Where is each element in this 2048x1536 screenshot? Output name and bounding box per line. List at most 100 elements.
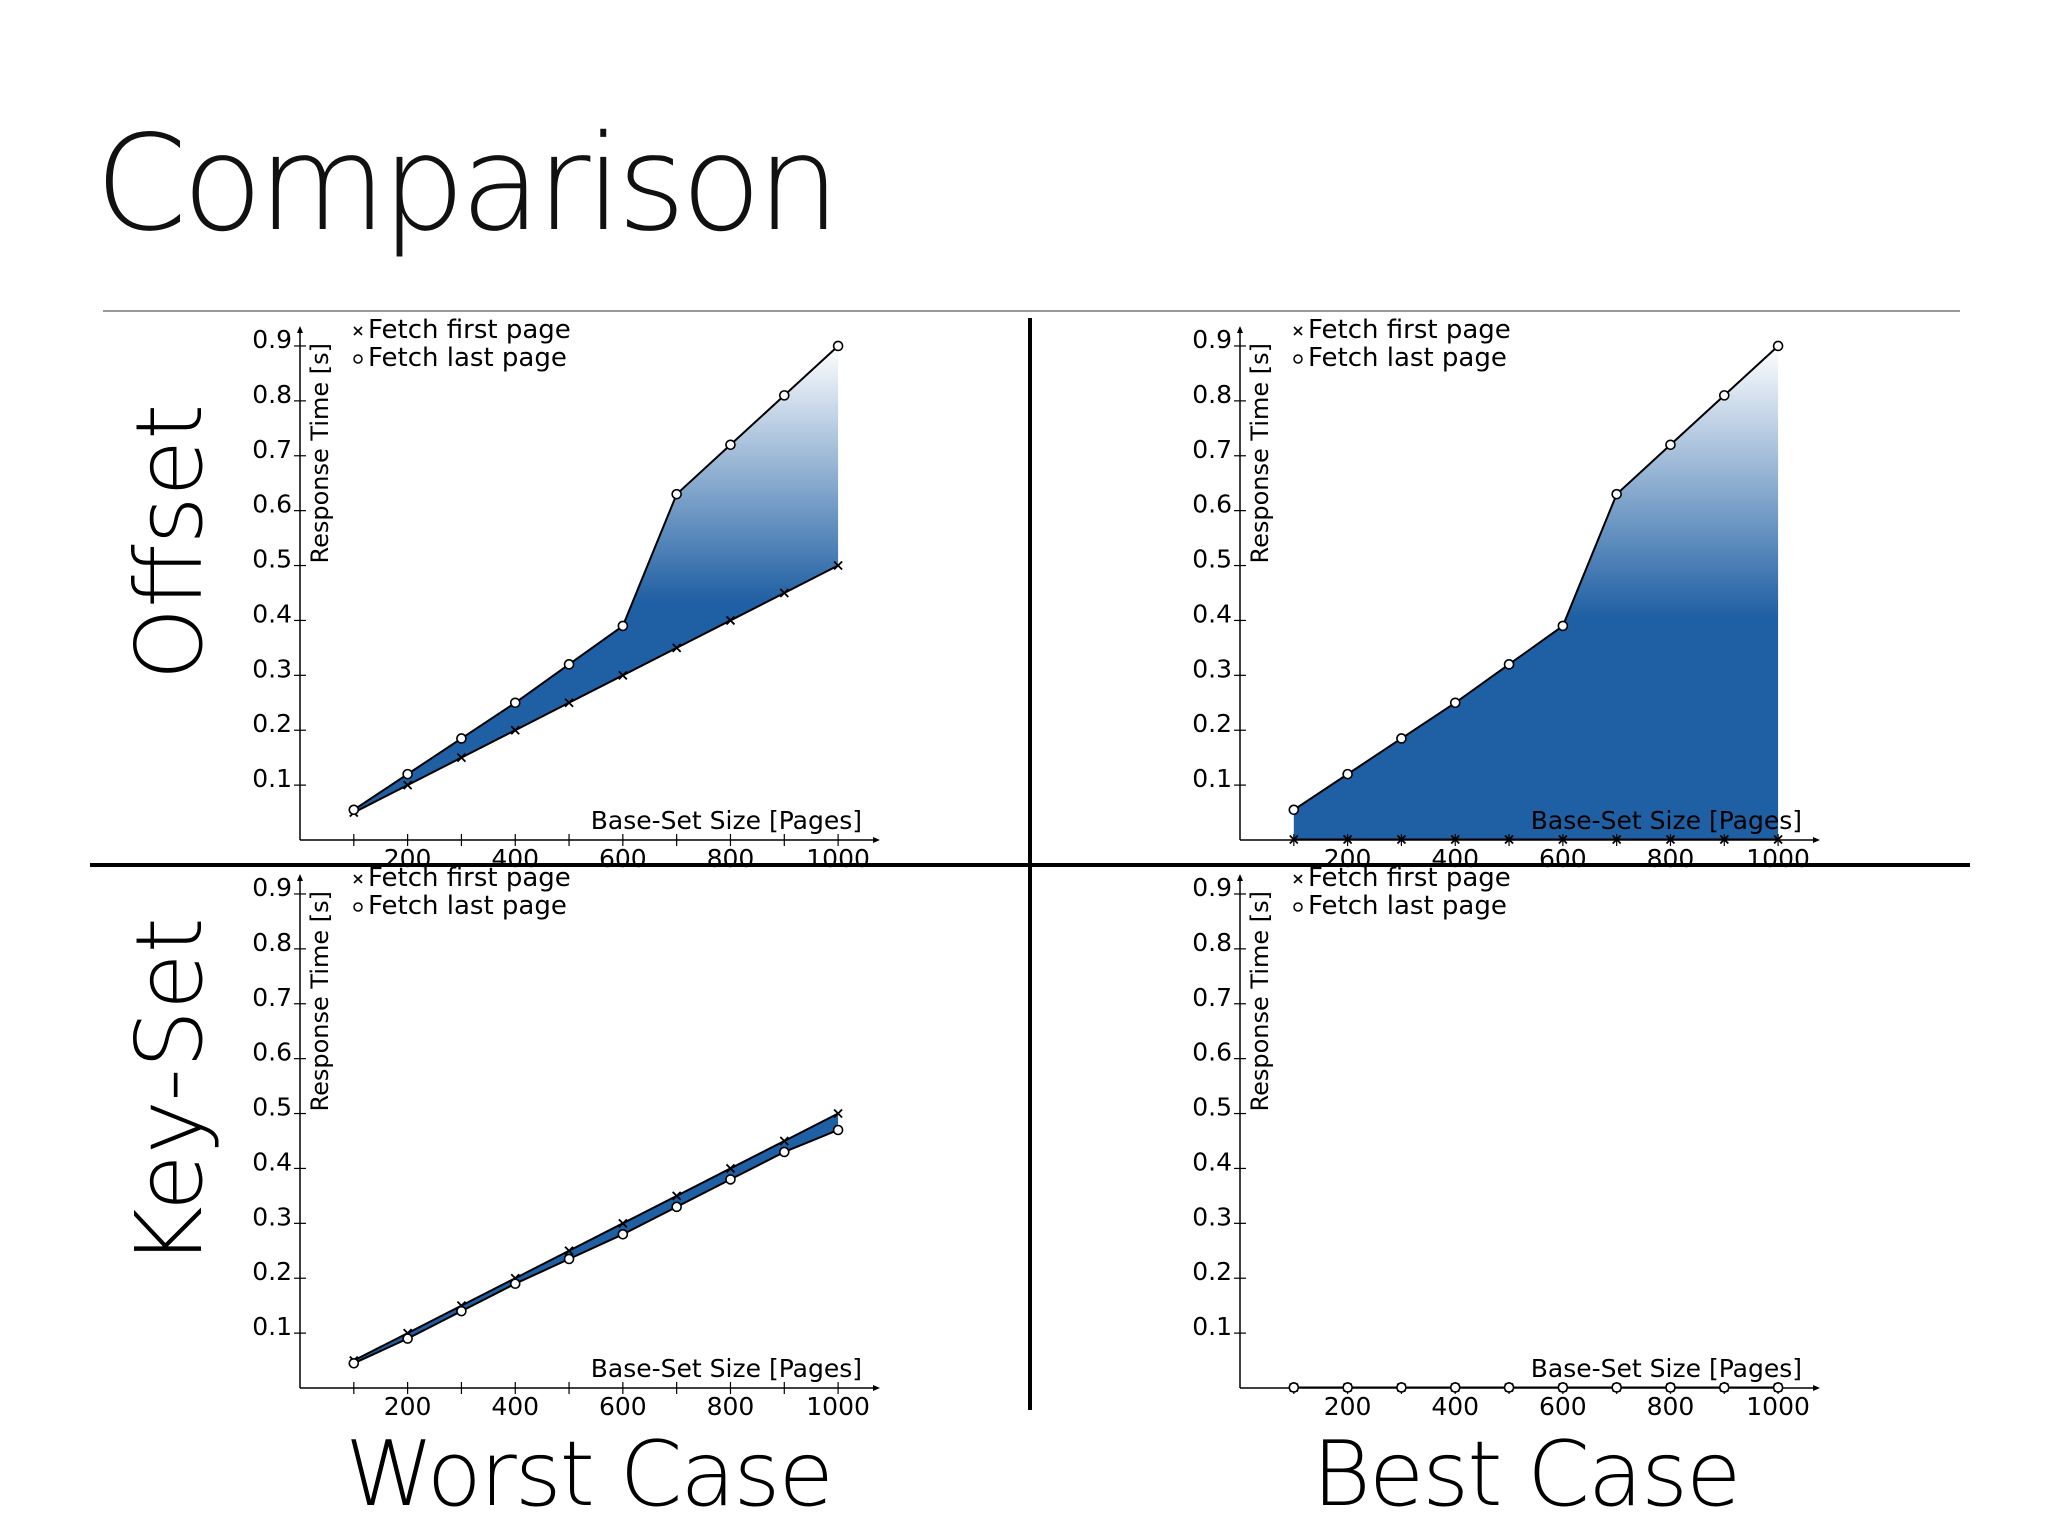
data-point [456,1305,467,1317]
y-axis-label: Response Time [s] [306,343,334,564]
data-point [509,697,521,709]
data-point [1557,1382,1569,1393]
x-tick-label: 600 [599,1392,647,1421]
legend-marker [353,326,363,336]
data-point [1665,1382,1676,1393]
data-point [671,1201,682,1213]
series-line [353,1129,839,1365]
data-point [563,659,575,670]
data-point [1396,1382,1407,1393]
y-tick-label: 0.6 [1192,1038,1232,1067]
x-tick-label: 1000 [806,1392,870,1421]
legend-marker [353,902,363,912]
y-tick-label: 0.5 [1192,545,1232,574]
x-tick-label: 800 [1647,1392,1695,1421]
data-point [779,588,789,598]
x-tick-label: 1000 [806,844,870,873]
y-tick-label: 0.7 [252,435,292,464]
y-tick-label: 0.2 [1192,709,1232,738]
data-point [778,1146,790,1158]
data-point [833,1108,843,1119]
legend-marker [1293,874,1303,884]
data-point [1504,834,1514,845]
data-point [617,620,629,632]
area-between-series [353,345,839,813]
data-point [1289,834,1299,845]
y-tick-label: 0.7 [1192,983,1232,1012]
legend-entry: Fetch first page [1308,863,1511,893]
x-tick-label: 600 [1539,844,1587,873]
data-point [1288,1382,1300,1393]
legend-entry: Fetch first page [368,315,571,345]
data-point [564,1246,574,1256]
data-point [1557,620,1569,632]
y-tick-label: 0.1 [252,764,292,793]
y-tick-label: 0.2 [252,709,292,738]
y-axis-label: Response Time [s] [1246,891,1274,1112]
x-tick-label: 200 [384,1392,432,1421]
y-tick-label: 0.4 [252,1147,292,1176]
data-point [1396,834,1407,845]
data-point [1449,1382,1461,1393]
legend-entry: Fetch last page [1308,343,1507,373]
x-tick-label: 400 [491,1392,539,1421]
data-point [1665,439,1676,451]
legend-entry: Fetch first page [1308,315,1511,345]
row-label-keyset: Key-Set [116,917,223,1267]
y-tick-label: 0.7 [1192,435,1232,464]
x-tick-label: 1000 [1746,1392,1810,1421]
y-tick-label: 0.6 [252,490,292,519]
data-point [672,1191,682,1201]
data-point [832,340,844,352]
y-tick-label: 0.1 [252,1312,292,1341]
y-tick-label: 0.8 [1192,928,1232,957]
x-tick-label: 400 [1431,1392,1479,1421]
data-point [725,439,736,451]
data-point [832,1124,844,1136]
y-tick-label: 0.4 [1192,599,1232,628]
data-point [1503,1382,1515,1393]
data-point [456,753,467,763]
legend-marker [353,354,363,364]
y-tick-label: 0.1 [1192,1312,1232,1341]
y-tick-label: 0.1 [1192,764,1232,793]
x-axis-label: Base-Set Size [Pages] [591,1354,862,1383]
data-point [456,733,467,744]
y-axis-label: Response Time [s] [306,891,334,1112]
data-point [725,1174,736,1185]
x-tick-label: 800 [1647,844,1695,873]
data-point [618,670,628,680]
data-point [1612,834,1622,845]
data-point [564,698,574,708]
data-point [402,1333,413,1344]
x-tick-label: 200 [384,844,432,873]
y-tick-label: 0.9 [252,325,292,354]
data-point [1718,1382,1730,1393]
legend-marker [1293,326,1303,336]
data-point [402,768,413,780]
data-point [1449,697,1461,709]
data-point [1772,1382,1784,1393]
data-point [1611,488,1622,500]
data-point [402,780,413,790]
x-axis-label: Base-Set Size [Pages] [1531,1354,1802,1383]
y-tick-label: 0.6 [252,1038,292,1067]
data-point [1396,733,1407,744]
y-tick-label: 0.5 [252,545,292,574]
data-point [725,615,736,626]
legend-entry: Fetch last page [1308,891,1507,921]
x-tick-label: 400 [1431,844,1479,873]
data-point [618,1218,628,1228]
column-label-worst-case: Worst Case [345,1422,834,1527]
y-tick-label: 0.3 [1192,654,1232,683]
data-point [779,1136,789,1146]
chart-offset-worst-case: 0.1 0.2 0.3 0.4 0.5 0.6 0.7 0.8 0.9 200 400 600 800 1… [252,315,880,873]
y-tick-label: 0.2 [252,1257,292,1286]
data-point [672,643,682,653]
y-tick-label: 0.5 [252,1093,292,1122]
y-axis-label: Response Time [s] [1246,343,1274,564]
data-point [510,725,520,735]
legend-entry: Fetch first page [368,863,571,893]
data-point [509,1278,521,1290]
row-label-offset: Offset [116,403,223,681]
